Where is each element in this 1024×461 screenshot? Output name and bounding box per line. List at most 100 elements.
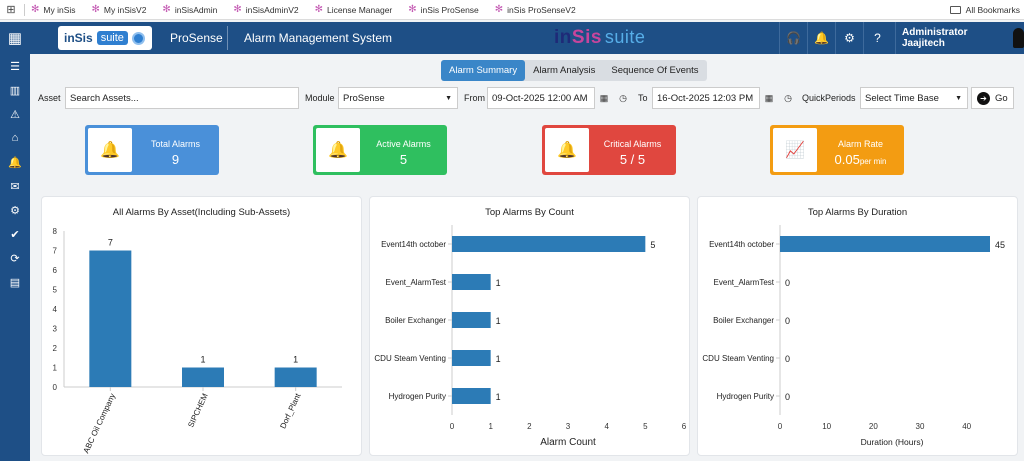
card-unit: per min [859, 157, 887, 166]
divider [24, 3, 25, 16]
bookmark-label: inSis ProSense [420, 4, 479, 15]
x-tick-label: ABC Oil Company [82, 392, 118, 455]
x-axis-label: Duration (Hours) [861, 437, 924, 447]
bar [452, 350, 491, 366]
bookmark-label: inSisAdmin [174, 4, 218, 15]
x-tick-label: 4 [604, 422, 609, 431]
pdf-icon[interactable]: ▤ [9, 276, 21, 289]
help-icon[interactable]: ? [863, 22, 891, 54]
card-title: Alarm Rate [837, 139, 883, 149]
clock-icon[interactable]: ◷ [619, 92, 627, 103]
menu-icon[interactable]: ☰ [10, 60, 20, 73]
bar [452, 388, 491, 404]
module-select[interactable]: ProSense ▼ [338, 87, 458, 109]
x-tick-label: SIPCHEM [186, 392, 210, 429]
center-logo-b: Sis [571, 27, 602, 48]
gear-icon[interactable]: ⚙ [10, 204, 20, 217]
chart-panel-by-count: Top Alarms By Count Event14th october 5 Ev… [369, 196, 690, 456]
bar [274, 367, 317, 387]
check-icon[interactable]: ✔ [10, 228, 20, 241]
go-button[interactable]: ➔ Go [971, 87, 1014, 109]
bell-icon: 🔔 [545, 128, 589, 172]
warning-icon[interactable]: ⚠ [10, 108, 20, 121]
chart-alarms-by-asset: 0 1 2 3 4 5 6 7 8 7 ABC Oil Company 1 SIPCHEM 1 Dorf_P… [53, 227, 342, 455]
bar-chart-icon[interactable]: ▥ [9, 84, 21, 97]
chart-panel-by-asset: All Alarms By Asset(Including Sub-Assets… [41, 196, 362, 456]
bell-icon[interactable]: 🔔 [8, 156, 22, 169]
bookmark-my-insis[interactable]: ✻ My inSis [31, 4, 76, 15]
x-tick-label: 20 [869, 422, 878, 431]
data-label: 0 [785, 392, 790, 402]
quick-periods-select[interactable]: Select Time Base ▼ [860, 87, 968, 109]
tab-alarm-summary[interactable]: Alarm Summary [441, 60, 526, 81]
tab-alarm-analysis[interactable]: Alarm Analysis [533, 65, 596, 76]
app-menu-grid-icon[interactable]: ▦ [7, 30, 23, 47]
from-value: 09-Oct-2025 12:00 AM [492, 92, 588, 104]
chart-title: Top Alarms By Duration [807, 207, 908, 218]
notification-bell-icon[interactable]: 🔔 [807, 22, 835, 54]
settings-gear-icon[interactable]: ⚙ [835, 22, 863, 54]
institution-icon[interactable]: ⌂ [11, 132, 19, 144]
chart-title: All Alarms By Asset(Including Sub-Assets… [112, 207, 291, 218]
quick-periods-value: Select Time Base [865, 92, 939, 104]
apps-grid-icon[interactable]: ⊞ [6, 4, 16, 16]
all-bookmarks[interactable]: All Bookmarks [949, 0, 1020, 20]
chart-title: Top Alarms By Count [485, 207, 574, 218]
y-tick-label: Event14th october [381, 240, 446, 249]
bell-icon: 🔔 [88, 128, 132, 172]
insis-logo[interactable]: inSis suite [58, 26, 152, 50]
asset-label: Asset [38, 93, 61, 103]
to-date-input[interactable]: 16-Oct-2025 12:03 PM [652, 87, 760, 109]
center-logo-a: in [554, 27, 572, 48]
bookmark-insisadmin[interactable]: ✻ inSisAdmin [162, 4, 217, 15]
y-tick-label: Event_AlarmTest [714, 278, 775, 287]
chart-panel-by-duration: Top Alarms By Duration Event14th october… [697, 196, 1018, 456]
headset-icon[interactable]: 🎧 [779, 22, 807, 54]
calendar-icon[interactable]: ▦ [764, 92, 774, 103]
card-alarm-rate: 📈 Alarm Rate 0.05per min [770, 125, 904, 175]
arrow-right-icon: ➔ [977, 91, 990, 105]
x-tick-label: 0 [778, 422, 783, 431]
header-divider [227, 26, 228, 50]
x-tick-label: 1 [488, 422, 493, 431]
bar [780, 236, 990, 252]
comments-icon[interactable]: ✉ [10, 180, 20, 193]
card-value: 9 [132, 152, 219, 167]
bar [452, 274, 491, 290]
user-menu[interactable]: Administrator Jaajitech [895, 22, 1024, 54]
data-label: 7 [108, 238, 113, 248]
tab-sequence-of-events[interactable]: Sequence Of Events [611, 65, 699, 76]
favicon-icon: ✻ [408, 4, 417, 15]
data-label: 1 [496, 316, 501, 326]
user-name: Administrator Jaajitech [902, 27, 968, 49]
app-header: ▦ inSis suite ProSense Alarm Management … [0, 22, 1024, 54]
favicon-icon: ✻ [494, 4, 504, 15]
data-label: 0 [785, 278, 790, 288]
bookmark-insis-prosensev2[interactable]: ✻ inSis ProSenseV2 [495, 4, 576, 15]
tab-bar: Alarm Summary Alarm Analysis Sequence Of… [441, 60, 707, 81]
card-value: 0.05per min [817, 152, 904, 167]
x-axis-label: Alarm Count [540, 437, 596, 448]
filter-bar: Asset Search Assets... Module ProSense ▼ … [35, 87, 1020, 109]
card-value: 5 [360, 152, 447, 167]
calendar-icon[interactable]: ▦ [599, 92, 609, 103]
bookmark-insis-prosense[interactable]: ✻ inSis ProSense [408, 4, 479, 15]
asset-placeholder: Search Assets... [70, 92, 139, 104]
data-label: 1 [293, 355, 298, 365]
bookmark-label: inSis ProSenseV2 [507, 4, 576, 15]
to-value: 16-Oct-2025 12:03 PM [657, 92, 754, 104]
refresh-icon[interactable]: ⟳ [10, 252, 20, 265]
system-title: Alarm Management System [244, 31, 393, 45]
chevron-down-icon: ▼ [955, 95, 962, 102]
from-date-input[interactable]: 09-Oct-2025 12:00 AM [487, 87, 595, 109]
data-label: 5 [650, 240, 655, 250]
bookmark-insisadminv2[interactable]: ✻ inSisAdminV2 [233, 4, 298, 15]
bar [452, 312, 491, 328]
x-tick-label: 30 [916, 422, 925, 431]
data-label: 0 [785, 316, 790, 326]
center-logo-c: suite [604, 27, 646, 47]
asset-search-input[interactable]: Search Assets... [65, 87, 299, 109]
clock-icon[interactable]: ◷ [784, 92, 792, 103]
bookmark-license-manager[interactable]: ✻ License Manager [315, 4, 393, 15]
bookmark-my-insisv2[interactable]: ✻ My inSisV2 [92, 4, 147, 15]
